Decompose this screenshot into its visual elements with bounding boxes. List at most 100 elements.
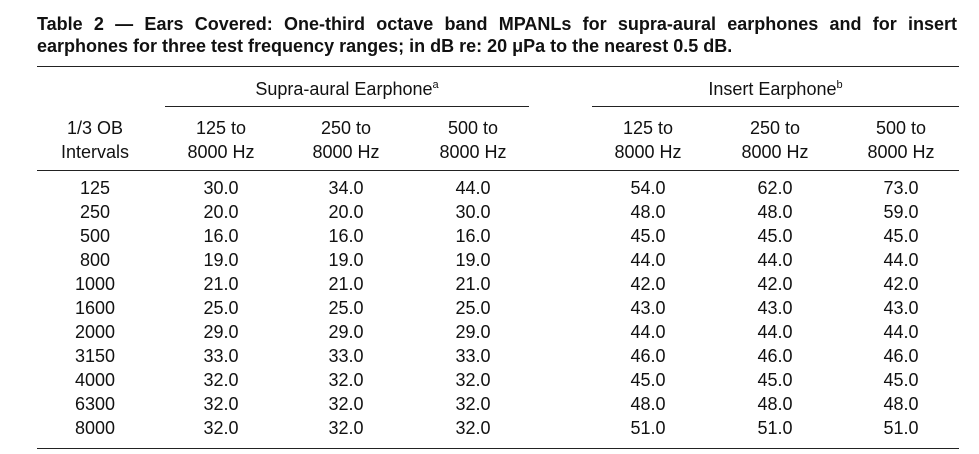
insert-125-cell: 46.0 (630, 346, 666, 366)
column-header-insert-250: 250 to 8000 Hz (719, 116, 831, 164)
insert-250-cell: 44.0 (757, 250, 793, 270)
column-header-insert-125: 125 to 8000 Hz (592, 116, 704, 164)
insert-500-cell: 46.0 (883, 346, 919, 366)
insert-250-cell: 44.0 (757, 322, 793, 342)
supra-500-cell: 44.0 (455, 178, 491, 198)
group-header-insert: Insert Earphoneb (592, 78, 959, 100)
insert-250-cell: 62.0 (757, 178, 793, 198)
table-top-rule (37, 66, 959, 67)
interval-cell: 1600 (74, 298, 116, 318)
table-row: 2000 29.0 29.0 29.0 44.0 44.0 44.0 (0, 320, 979, 344)
insert-250-cell: 42.0 (757, 274, 793, 294)
insert-125-cell: 48.0 (630, 394, 666, 414)
header-divider-rule (37, 170, 959, 171)
table-row: 800 19.0 19.0 19.0 44.0 44.0 44.0 (0, 248, 979, 272)
supra-250-cell: 19.0 (328, 250, 364, 270)
supra-125-cell: 29.0 (203, 322, 239, 342)
interval-cell: 3150 (74, 346, 116, 366)
supra-500-cell: 16.0 (455, 226, 491, 246)
column-header-line1: 250 to (320, 118, 372, 138)
column-header-line2: 8000 Hz (187, 142, 255, 162)
insert-500-cell: 43.0 (883, 298, 919, 318)
interval-cell: 250 (79, 202, 111, 222)
group-label-supra-aural: Supra-aural Earphone (255, 79, 433, 99)
table-row: 1600 25.0 25.0 25.0 43.0 43.0 43.0 (0, 296, 979, 320)
insert-125-cell: 54.0 (630, 178, 666, 198)
interval-cell: 500 (79, 226, 111, 246)
column-header-line2: 8000 Hz (867, 142, 935, 162)
supra-250-cell: 21.0 (328, 274, 364, 294)
insert-250-cell: 46.0 (757, 346, 793, 366)
supra-250-cell: 16.0 (328, 226, 364, 246)
insert-125-cell: 44.0 (630, 250, 666, 270)
insert-125-cell: 42.0 (630, 274, 666, 294)
insert-125-cell: 44.0 (630, 322, 666, 342)
table-caption: Table 2 — Ears Covered: One-third octave… (37, 14, 957, 56)
supra-125-cell: 33.0 (203, 346, 239, 366)
column-header-insert-500: 500 to 8000 Hz (845, 116, 957, 164)
insert-125-cell: 51.0 (630, 418, 666, 438)
table-row: 6300 32.0 32.0 32.0 48.0 48.0 48.0 (0, 392, 979, 416)
column-header-supra-250: 250 to 8000 Hz (290, 116, 402, 164)
column-header-line2: 8000 Hz (439, 142, 507, 162)
supra-125-cell: 32.0 (203, 418, 239, 438)
table-row: 3150 33.0 33.0 33.0 46.0 46.0 46.0 (0, 344, 979, 368)
supra-125-cell: 30.0 (203, 178, 239, 198)
supra-500-cell: 21.0 (455, 274, 491, 294)
column-header-supra-500: 500 to 8000 Hz (417, 116, 529, 164)
insert-500-cell: 42.0 (883, 274, 919, 294)
group-rule-supra-aural (165, 106, 529, 107)
supra-125-cell: 16.0 (203, 226, 239, 246)
column-header-line1: 125 to (622, 118, 674, 138)
column-header-line2: 8000 Hz (741, 142, 809, 162)
insert-250-cell: 45.0 (757, 370, 793, 390)
interval-cell: 4000 (74, 370, 116, 390)
supra-500-cell: 33.0 (455, 346, 491, 366)
interval-cell: 6300 (74, 394, 116, 414)
insert-125-cell: 43.0 (630, 298, 666, 318)
footnote-marker-b: b (836, 79, 843, 91)
supra-500-cell: 30.0 (455, 202, 491, 222)
insert-125-cell: 45.0 (630, 226, 666, 246)
table-row: 1000 21.0 21.0 21.0 42.0 42.0 42.0 (0, 272, 979, 296)
supra-500-cell: 32.0 (455, 418, 491, 438)
supra-125-cell: 25.0 (203, 298, 239, 318)
table-row: 4000 32.0 32.0 32.0 45.0 45.0 45.0 (0, 368, 979, 392)
column-header-intervals: 1/3 OB Intervals (37, 116, 153, 164)
insert-500-cell: 44.0 (883, 250, 919, 270)
supra-250-cell: 25.0 (328, 298, 364, 318)
column-header-line1: 500 to (875, 118, 927, 138)
column-header-line1: 125 to (195, 118, 247, 138)
table-row: 500 16.0 16.0 16.0 45.0 45.0 45.0 (0, 224, 979, 248)
supra-250-cell: 34.0 (328, 178, 364, 198)
interval-cell: 800 (79, 250, 111, 270)
table-bottom-rule (37, 448, 959, 449)
supra-125-cell: 19.0 (203, 250, 239, 270)
column-header-line1: 1/3 OB (66, 118, 124, 138)
supra-500-cell: 19.0 (455, 250, 491, 270)
supra-250-cell: 29.0 (328, 322, 364, 342)
insert-250-cell: 48.0 (757, 394, 793, 414)
interval-cell: 2000 (74, 322, 116, 342)
supra-500-cell: 25.0 (455, 298, 491, 318)
insert-500-cell: 48.0 (883, 394, 919, 414)
table-row: 250 20.0 20.0 30.0 48.0 48.0 59.0 (0, 200, 979, 224)
insert-500-cell: 51.0 (883, 418, 919, 438)
supra-125-cell: 32.0 (203, 394, 239, 414)
interval-cell: 8000 (74, 418, 116, 438)
insert-500-cell: 44.0 (883, 322, 919, 342)
supra-125-cell: 32.0 (203, 370, 239, 390)
column-header-supra-125: 125 to 8000 Hz (165, 116, 277, 164)
supra-125-cell: 21.0 (203, 274, 239, 294)
supra-250-cell: 33.0 (328, 346, 364, 366)
insert-500-cell: 45.0 (883, 370, 919, 390)
supra-125-cell: 20.0 (203, 202, 239, 222)
column-header-line2: Intervals (60, 142, 130, 162)
group-rule-insert (592, 106, 959, 107)
column-header-line1: 250 to (749, 118, 801, 138)
supra-250-cell: 32.0 (328, 394, 364, 414)
table-row: 8000 32.0 32.0 32.0 51.0 51.0 51.0 (0, 416, 979, 440)
insert-500-cell: 45.0 (883, 226, 919, 246)
group-label-insert: Insert Earphone (708, 79, 837, 99)
insert-250-cell: 48.0 (757, 202, 793, 222)
